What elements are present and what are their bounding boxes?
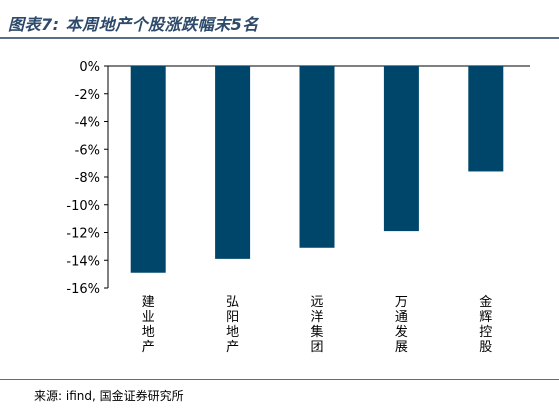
category-label: 弘阳地产 [226,295,239,355]
y-tick-label: -12% [66,227,100,242]
bar-4 [383,66,419,232]
bar-3 [299,66,335,248]
chart-title: 图表7: 本周地产个股涨跌幅末5名 [8,15,259,34]
y-tick-label: 0% [79,60,100,75]
bar-2 [215,66,251,259]
category-label: 金辉控股 [479,294,492,355]
y-tick-label: -14% [66,254,100,269]
y-tick-label: -2% [75,88,100,103]
bar-1 [130,66,166,273]
category-label: 建业地产 [142,295,155,355]
y-tick-label: -4% [75,116,100,131]
y-tick-label: -16% [66,282,100,297]
category-label: 万通发展 [395,295,408,355]
title-divider [0,37,559,39]
y-tick-label: -6% [75,143,100,158]
bar-5 [468,66,504,172]
y-tick-label: -8% [75,171,100,186]
source-note: 来源: ifind, 国金证券研究所 [34,389,184,403]
category-label: 远洋集团 [310,295,323,355]
y-tick-label: -10% [66,199,100,214]
footer-divider [0,379,559,380]
